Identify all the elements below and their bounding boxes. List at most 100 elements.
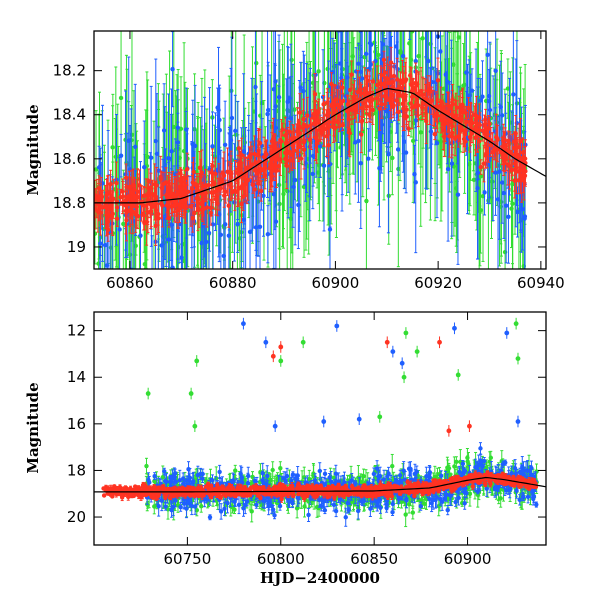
green-outlier-point: [401, 371, 407, 384]
red-data-point: [481, 144, 487, 183]
red-outlier-point: [446, 425, 452, 437]
blue-data-point: [150, 235, 154, 269]
red-data-point: [233, 493, 238, 499]
red-data-point: [513, 131, 518, 152]
green-data-point: [144, 457, 149, 475]
red-data-point: [483, 115, 488, 137]
blue-data-point: [434, 68, 440, 219]
blue-data-point: [525, 490, 531, 504]
blue-data-point: [207, 514, 213, 521]
green-data-point: [390, 120, 395, 196]
red-data-point: [114, 161, 119, 205]
red-data-point: [352, 90, 357, 103]
red-data-point: [100, 189, 106, 225]
red-data-point: [412, 493, 417, 499]
red-data-point: [188, 186, 194, 227]
red-data-point: [311, 109, 317, 138]
x-tick-label: 60750: [164, 550, 212, 568]
red-data-point: [397, 491, 403, 496]
red-data-point: [132, 484, 138, 489]
y-tick-label: 18.6: [53, 150, 86, 168]
red-data-point: [412, 100, 418, 113]
blue-data-point: [527, 465, 532, 477]
red-data-point: [314, 123, 319, 164]
blue-data-point: [395, 123, 401, 176]
blue-outlier-point: [334, 320, 340, 332]
red-data-point: [460, 107, 466, 153]
top-data-points: [94, 31, 528, 361]
blue-data-point: [418, 501, 423, 511]
red-data-point: [237, 151, 242, 179]
red-data-point: [137, 169, 142, 202]
red-data-point: [226, 161, 232, 184]
red-data-point: [463, 109, 469, 136]
blue-data-point: [408, 31, 412, 40]
blue-outlier-point: [390, 345, 396, 358]
red-data-point: [391, 62, 397, 90]
blue-data-point: [401, 461, 406, 481]
green-outlier-point: [278, 355, 284, 367]
red-data-point: [324, 91, 330, 139]
red-data-point: [325, 494, 330, 499]
red-data-point: [226, 183, 231, 228]
red-data-point: [209, 163, 214, 182]
y-tick-label: 19: [67, 238, 86, 256]
red-data-point: [224, 491, 229, 497]
blue-data-point: [118, 133, 124, 178]
red-data-point: [197, 151, 203, 185]
red-data-point: [103, 486, 109, 493]
red-data-point: [298, 140, 303, 153]
red-data-point: [159, 171, 165, 205]
blue-outlier-point: [356, 413, 362, 426]
red-data-point: [226, 487, 231, 492]
red-outlier-point: [467, 420, 472, 432]
red-data-point: [432, 128, 437, 141]
red-data-point: [488, 133, 494, 157]
blue-data-point: [156, 218, 160, 269]
red-data-point: [456, 125, 461, 148]
red-data-point: [201, 191, 207, 226]
red-outlier-point: [384, 336, 390, 349]
y-tick-label: 18.8: [53, 194, 86, 212]
blue-outlier-point: [272, 420, 278, 432]
blue-data-point: [445, 504, 450, 516]
red-data-point: [454, 100, 459, 115]
blue-data-point: [117, 156, 122, 269]
blue-data-point: [386, 75, 391, 234]
blue-data-point: [186, 461, 191, 478]
red-data-point: [335, 491, 340, 496]
blue-data-point: [150, 281, 154, 361]
blue-data-point: [412, 144, 417, 204]
red-data-point: [253, 486, 259, 491]
red-data-point: [456, 95, 462, 143]
green-outlier-point: [192, 420, 198, 432]
red-data-point: [269, 159, 275, 193]
red-data-point: [150, 197, 155, 216]
red-data-point: [478, 159, 484, 175]
green-data-point: [422, 499, 427, 509]
x-tick-label: 60800: [257, 550, 305, 568]
blue-data-point: [497, 103, 502, 240]
red-data-point: [145, 191, 151, 233]
green-outlier-point: [455, 369, 461, 381]
y-tick-label: 18: [67, 461, 86, 479]
red-data-point: [347, 109, 353, 158]
red-data-point: [169, 173, 174, 214]
red-data-point: [388, 46, 394, 79]
red-data-point: [408, 66, 413, 85]
blue-data-point: [493, 31, 498, 122]
red-data-point: [466, 97, 471, 119]
red-data-point: [120, 181, 126, 212]
red-data-point: [114, 210, 120, 227]
red-data-point: [343, 486, 349, 491]
red-data-point: [345, 95, 351, 114]
red-data-point: [271, 117, 276, 160]
y-tick-label: 16: [67, 415, 86, 433]
red-data-point: [455, 483, 461, 488]
blue-data-point: [296, 160, 301, 250]
red-data-point: [250, 175, 255, 194]
red-outlier-point: [278, 341, 284, 353]
red-data-point: [326, 484, 331, 490]
blue-data-point: [317, 462, 322, 480]
